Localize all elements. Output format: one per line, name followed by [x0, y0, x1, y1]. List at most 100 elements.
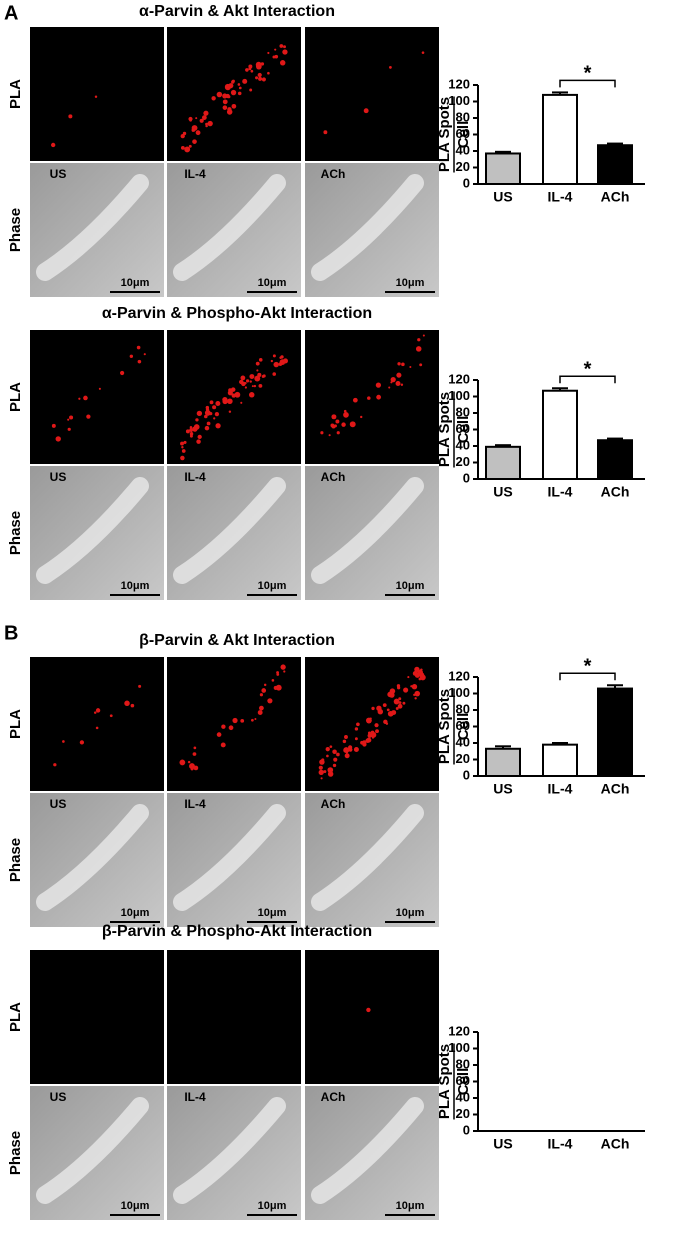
pla-spot	[192, 752, 197, 756]
pla-spot	[189, 425, 193, 429]
pla-spot	[397, 686, 401, 690]
pla-spot	[95, 708, 101, 713]
pla-spot	[333, 757, 338, 762]
y-tick-label: 120	[448, 1023, 470, 1038]
pla-spot	[222, 93, 228, 99]
pla-spot	[228, 725, 234, 731]
pla-spot	[367, 733, 372, 738]
pla-spot	[255, 76, 259, 80]
x-tick-label: US	[493, 189, 512, 205]
pla-spot	[273, 361, 279, 368]
row-label: Phase	[7, 1131, 24, 1175]
pla-spot	[183, 440, 187, 444]
pla-spot	[230, 387, 236, 392]
pla-spot	[376, 394, 382, 400]
pla-spot	[398, 701, 402, 705]
pla-spot	[272, 354, 276, 358]
pla-spot	[98, 387, 101, 390]
pla-spot	[419, 672, 425, 678]
bar	[597, 687, 633, 777]
pla-spot	[189, 118, 192, 122]
pla-spot	[258, 76, 263, 81]
scale-bar-label: 10μm	[121, 907, 150, 919]
cell-outline	[173, 804, 286, 911]
scale-bar-label: 10μm	[121, 580, 150, 592]
image-label: US	[50, 1090, 67, 1104]
image-label: US	[50, 167, 67, 181]
pla-spot	[204, 425, 210, 431]
scale-bar-label: 10μm	[258, 580, 287, 592]
y-tick-label: 40	[456, 437, 470, 452]
pla-spot	[419, 363, 423, 367]
pla-image	[30, 330, 164, 464]
bar	[542, 743, 578, 778]
pla-spot	[50, 142, 56, 148]
pla-spot	[388, 66, 392, 69]
y-tick-label: 20	[456, 454, 470, 469]
pla-spot	[341, 422, 346, 427]
pla-spot	[143, 353, 146, 356]
pla-spot	[193, 746, 197, 750]
pla-image	[305, 657, 439, 791]
cell-outline	[311, 477, 424, 584]
pla-spot	[371, 736, 375, 739]
pla-spot	[68, 114, 73, 119]
section-title: β-Parvin & Akt Interaction	[139, 632, 335, 649]
pla-spot	[253, 384, 257, 388]
x-tick-label: ACh	[601, 781, 630, 797]
pla-spot	[403, 687, 409, 693]
pla-spot	[336, 431, 340, 435]
pla-spot	[191, 128, 196, 132]
pla-spot	[407, 676, 410, 679]
image-label: ACh	[321, 167, 346, 181]
pla-spot	[353, 747, 359, 752]
pla-spot	[226, 109, 233, 115]
pla-spot	[383, 719, 388, 725]
pla-spot	[386, 708, 390, 712]
pla-spot	[356, 722, 360, 727]
pla-spot	[214, 412, 220, 417]
pla-spot	[180, 133, 185, 139]
pla-spot	[227, 390, 233, 396]
pla-spot	[205, 124, 208, 128]
pla-spot	[257, 72, 262, 78]
pla-spot	[280, 664, 286, 670]
y-tick-label: 60	[456, 1073, 470, 1088]
significance-label: *	[584, 63, 592, 85]
pla-spot	[274, 54, 279, 59]
pla-spot	[329, 745, 333, 748]
pla-spot	[189, 434, 193, 438]
pla-spot	[320, 777, 323, 780]
pla-spot	[179, 759, 186, 766]
image-label: ACh	[321, 470, 346, 484]
pla-spot	[204, 414, 208, 419]
y-tick-label: 80	[456, 701, 470, 716]
y-tick-label: 120	[448, 668, 470, 683]
cell-outline	[311, 174, 424, 281]
pla-spot	[327, 771, 334, 777]
row-label: Phase	[7, 208, 24, 252]
pla-spot	[240, 401, 243, 404]
pla-spot	[401, 362, 405, 367]
pla-spot	[279, 60, 286, 66]
pla-spot	[257, 372, 262, 378]
pla-spot	[343, 409, 347, 413]
x-tick-label: IL-4	[548, 1136, 573, 1152]
pla-spot	[216, 91, 223, 98]
pla-spot	[414, 697, 417, 700]
pla-spot	[276, 673, 280, 676]
pla-spot	[414, 690, 421, 697]
pla-spot	[197, 434, 202, 440]
pla-spot	[55, 436, 61, 442]
significance-label: *	[584, 359, 592, 381]
pla-spot	[242, 78, 248, 84]
cell-outline	[173, 1097, 286, 1204]
pla-spot	[231, 80, 235, 84]
pla-spot	[272, 372, 276, 376]
y-tick-label: 120	[448, 371, 470, 386]
pla-spot	[417, 338, 421, 342]
pla-spot	[390, 381, 393, 384]
y-label-denominator: Cell	[455, 1068, 472, 1096]
pla-spot	[195, 130, 201, 136]
pla-spot	[323, 770, 327, 774]
